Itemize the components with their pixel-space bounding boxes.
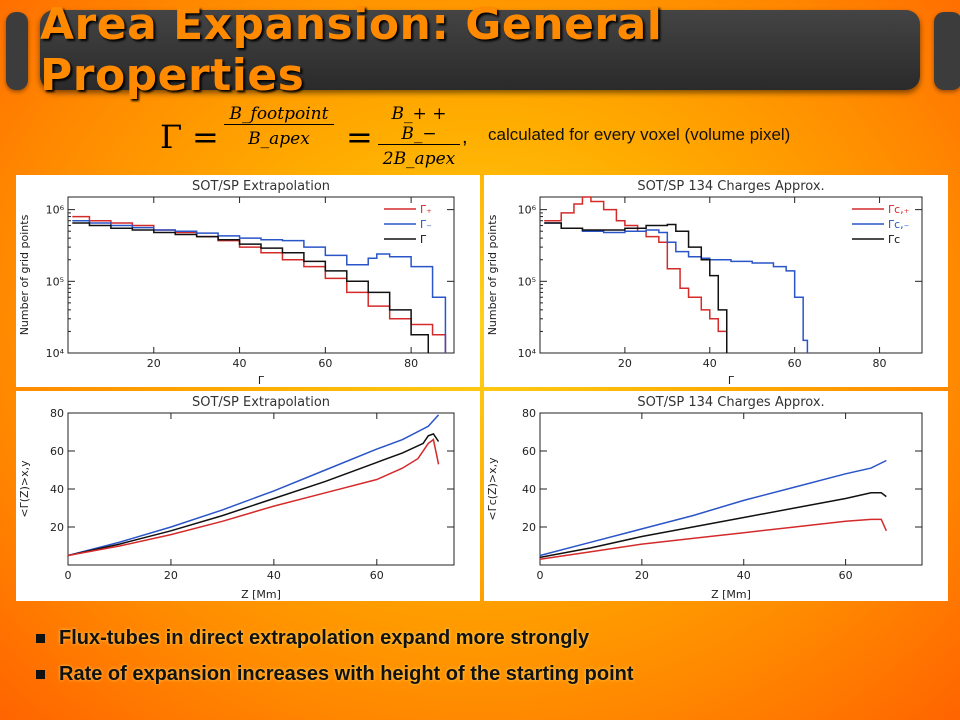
y-tick-label: 10⁴ <box>46 347 65 360</box>
x-tick-label: 20 <box>147 357 161 370</box>
x-tick-label: 20 <box>635 569 649 582</box>
series-line-black <box>539 492 887 559</box>
title-bar: Area Expansion: General Properties <box>40 0 920 101</box>
y-tick-label: 40 <box>50 483 64 496</box>
chart-title: SOT/SP 134 Charges Approx. <box>637 179 824 194</box>
legend-label: Γ <box>420 233 427 246</box>
series-line-blue <box>544 222 809 353</box>
gamma-formula: Γ = B_footpoint B_apex = B_+ + B_− 2B_ap… <box>160 100 940 170</box>
series-line-red <box>544 196 728 353</box>
y-tick-label: 10⁴ <box>518 347 537 360</box>
bullet-list: Flux-tubes in direct extrapolation expan… <box>36 620 634 692</box>
series-line-red <box>67 438 440 557</box>
x-tick-label: 60 <box>788 357 802 370</box>
legend-label: Γ₊ <box>420 203 432 216</box>
x-tick-label: 60 <box>370 569 384 582</box>
plot-frame <box>67 196 455 354</box>
profile-extrapolation: SOT/SP Extrapolation 0 20 40 60 20 40 60 80 Z [Mm… <box>18 395 455 601</box>
x-tick-label: 40 <box>267 569 281 582</box>
bullet-square-icon <box>36 633 45 643</box>
y-axis-label: <Γ(Z)>x,y <box>18 460 31 518</box>
x-axis-label: Z [Mm] <box>711 588 751 601</box>
chart-title: SOT/SP 134 Charges Approx. <box>637 395 824 410</box>
left-tab-decoration <box>6 12 28 90</box>
x-tick-label: 40 <box>703 357 717 370</box>
x-axis-label: Z [Mm] <box>241 588 281 601</box>
profile-charges-approx: SOT/SP 134 Charges Approx. 0 20 40 60 20 40 60 8… <box>486 395 923 601</box>
y-tick-label: 10⁶ <box>518 204 537 217</box>
x-tick-label: 40 <box>737 569 751 582</box>
bullet-square-icon <box>36 669 45 679</box>
plot-frame <box>539 412 923 566</box>
formula-fraction-1: B_footpoint B_apex <box>224 104 334 149</box>
fraction-2-denominator: 2B_apex <box>382 149 456 169</box>
histogram-extrapolation: SOT/SP Extrapolation 20 40 60 80 10⁴ 10⁵ 10⁶ Γ Nu… <box>18 179 455 387</box>
series-line-blue <box>539 459 887 557</box>
x-tick-label: 60 <box>839 569 853 582</box>
histogram-charges-approx: SOT/SP 134 Charges Approx. 20 40 60 80 10⁴ 10⁵… <box>486 179 923 387</box>
y-tick-label: 60 <box>50 445 64 458</box>
series-line-blue <box>72 219 447 353</box>
chart-panel-3: SOT/SP Extrapolation 0 20 40 60 20 40 60 80 Z [Mm… <box>16 391 480 601</box>
x-tick-label: 20 <box>164 569 178 582</box>
x-tick-label: 80 <box>873 357 887 370</box>
plot-frame <box>539 196 923 354</box>
legend-label: Γc,₊ <box>888 203 910 216</box>
series-line-black <box>72 222 430 353</box>
formula-lhs: Γ <box>160 118 183 156</box>
x-axis-label: Γ <box>258 374 265 387</box>
chart-panel-1: SOT/SP Extrapolation 20 40 60 80 10⁴ 10⁵ 10⁶ Γ Nu… <box>16 175 480 387</box>
formula-equals-1: = <box>192 118 219 156</box>
x-tick-label: 80 <box>404 357 418 370</box>
legend-label: Γc,₋ <box>888 218 910 231</box>
right-tab-decoration <box>934 12 960 90</box>
slide-title: Area Expansion: General Properties <box>40 0 663 101</box>
y-tick-label: 80 <box>50 407 64 420</box>
y-axis-label: Number of grid points <box>486 214 499 335</box>
y-tick-label: 10⁵ <box>518 275 536 288</box>
bullet-text: Flux-tubes in direct extrapolation expan… <box>59 626 590 649</box>
legend-label: Γc <box>888 233 900 246</box>
bullet-item: Rate of expansion increases with height … <box>36 656 634 692</box>
series-line-blue <box>67 414 440 557</box>
y-tick-label: 80 <box>522 407 536 420</box>
x-tick-label: 0 <box>65 569 72 582</box>
formula-note: calculated for every voxel (volume pixel… <box>488 125 791 144</box>
y-tick-label: 10⁶ <box>46 204 65 217</box>
formula-fraction-2: B_+ + B_− 2B_apex <box>378 104 460 169</box>
legend-label: Γ₋ <box>420 218 432 231</box>
y-tick-label: 20 <box>50 521 64 534</box>
x-tick-label: 40 <box>233 357 247 370</box>
y-tick-label: 60 <box>522 445 536 458</box>
x-tick-label: 60 <box>318 357 332 370</box>
y-tick-label: 10⁵ <box>46 275 64 288</box>
bullet-item: Flux-tubes in direct extrapolation expan… <box>36 620 634 656</box>
x-tick-label: 0 <box>537 569 544 582</box>
chart-title: SOT/SP Extrapolation <box>192 179 330 194</box>
formula-equals-2: = <box>346 118 373 156</box>
y-axis-label: <Γc(Z)>x,y <box>486 457 499 521</box>
x-tick-label: 20 <box>618 357 632 370</box>
series-line-black <box>544 222 728 353</box>
chart-panel-2: SOT/SP 134 Charges Approx. 20 40 60 80 10⁴ 10⁵… <box>484 175 948 387</box>
series-line-red <box>539 518 888 561</box>
y-tick-label: 40 <box>522 483 536 496</box>
x-axis-label: Γ <box>728 374 735 387</box>
y-tick-label: 20 <box>522 521 536 534</box>
series-line-red <box>72 215 447 353</box>
fraction-1-denominator: B_apex <box>248 129 310 149</box>
series-line-black <box>67 432 440 557</box>
bullet-text: Rate of expansion increases with height … <box>59 662 634 685</box>
fraction-1-numerator: B_footpoint <box>224 104 334 125</box>
y-axis-label: Number of grid points <box>18 214 31 335</box>
chart-panel-4: SOT/SP 134 Charges Approx. 0 20 40 60 20 40 60 8… <box>484 391 948 601</box>
chart-title: SOT/SP Extrapolation <box>192 395 330 410</box>
formula-comma: , <box>462 126 468 148</box>
fraction-2-numerator: B_+ + B_− <box>378 104 460 145</box>
